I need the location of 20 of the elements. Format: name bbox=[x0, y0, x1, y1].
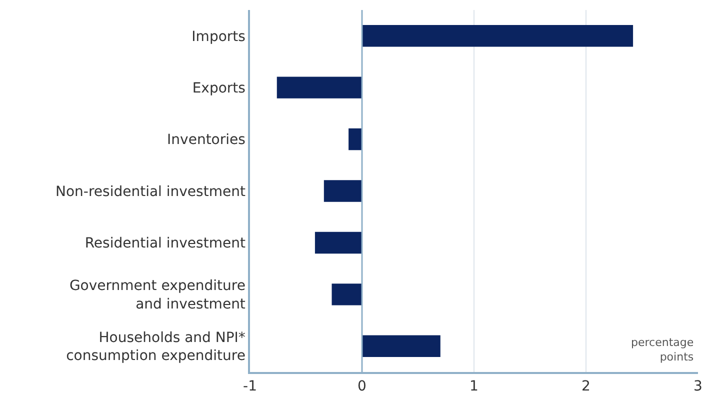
x-tick-label: 1 bbox=[470, 378, 478, 395]
bar bbox=[362, 25, 634, 47]
y-tick-label: Non-residential investment bbox=[56, 184, 246, 200]
y-tick-label: Inventories bbox=[167, 132, 246, 148]
bar bbox=[362, 335, 440, 357]
x-tick-label: 3 bbox=[694, 378, 702, 395]
y-tick-label: Residential investment bbox=[84, 236, 246, 252]
y-tick-label: Government expenditure and investment bbox=[69, 278, 246, 312]
x-tick-label: -1 bbox=[243, 378, 257, 395]
bar bbox=[348, 128, 362, 150]
y-tick-label: Imports bbox=[192, 28, 246, 45]
y-tick-label: Exports bbox=[192, 80, 246, 96]
bar bbox=[314, 232, 362, 254]
x-tick-label: 0 bbox=[358, 378, 366, 395]
bar bbox=[324, 180, 362, 202]
annotation: percentage points bbox=[631, 336, 694, 364]
bar bbox=[276, 76, 362, 98]
x-tick-label: 2 bbox=[582, 378, 590, 395]
bar bbox=[332, 284, 362, 306]
y-tick-label: Households and NPI* consumption expenditure bbox=[66, 330, 246, 364]
